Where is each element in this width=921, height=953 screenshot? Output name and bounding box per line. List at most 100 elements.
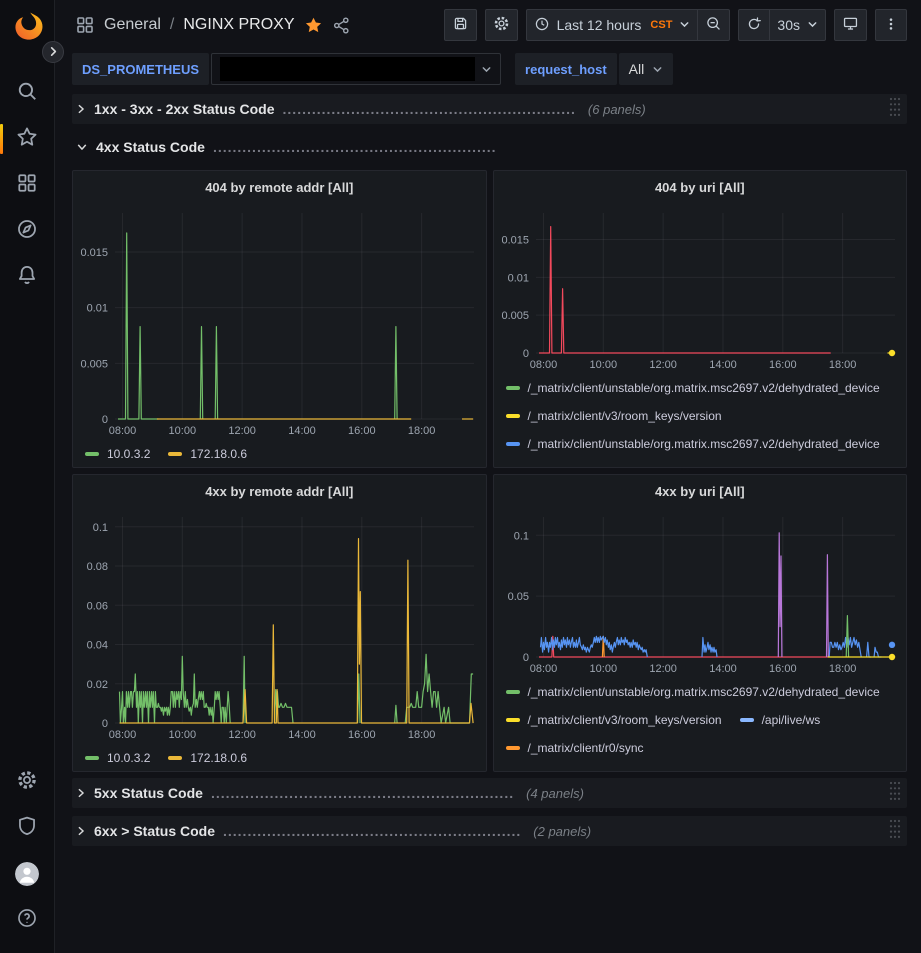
svg-text:12:00: 12:00 [649, 359, 677, 371]
svg-text:18:00: 18:00 [828, 359, 856, 371]
row-drag-handle[interactable] [889, 96, 901, 123]
legend-item[interactable]: /_matrix/client/unstable/org.matrix.msc2… [506, 762, 880, 771]
datasource-variable-select[interactable] [211, 53, 501, 85]
row-panel-count: (6 panels) [588, 102, 646, 117]
sidebar-item-starred[interactable] [0, 116, 55, 162]
legend-item[interactable]: /_matrix/client/unstable/org.matrix.msc2… [506, 678, 880, 706]
legend-item[interactable]: /_matrix/client/v3/room_keys/version [506, 402, 722, 430]
zoom-out-time-button[interactable] [698, 9, 730, 41]
legend-item[interactable]: 10.0.3.2 [85, 744, 150, 771]
chart-legend: /_matrix/client/unstable/org.matrix.msc2… [494, 373, 907, 467]
legend-label: /_matrix/client/unstable/org.matrix.msc2… [528, 769, 880, 771]
legend-item[interactable]: /sw.js [740, 458, 791, 467]
chevron-right-icon [48, 45, 59, 60]
svg-text:0: 0 [522, 652, 528, 664]
panel-title[interactable]: 404 by uri [All] [494, 171, 907, 203]
row-header-5xx[interactable]: 5xx Status Code ........................… [72, 778, 907, 808]
sidebar-item-configuration[interactable] [0, 759, 55, 805]
favorite-star-icon[interactable] [304, 16, 323, 35]
legend-item[interactable]: /_matrix/client/r0/sync [506, 734, 644, 762]
svg-text:16:00: 16:00 [769, 663, 797, 675]
svg-text:0.005: 0.005 [80, 358, 108, 370]
sidebar-item-dashboards[interactable] [0, 162, 55, 208]
svg-text:0.01: 0.01 [87, 303, 108, 315]
breadcrumb-dashboard-title[interactable]: NGINX PROXY [183, 16, 294, 34]
row-drag-handle[interactable] [889, 780, 901, 807]
legend-item[interactable]: /_matrix/client/unstable/org.matrix.msc2… [506, 430, 880, 458]
legend-item[interactable]: /_matrix/client/unstable/org.matrix.msc2… [506, 374, 880, 402]
sidebar-item-server-admin[interactable] [0, 805, 55, 851]
legend-label: /_matrix/client/v3/room_keys/version [528, 713, 722, 727]
row-header-1xx-3xx-2xx[interactable]: 1xx - 3xx - 2xx Status Code ............… [72, 94, 907, 124]
chart-legend: 10.0.3.2 172.18.0.6 [73, 439, 486, 467]
dashboards-grid-icon [16, 172, 38, 199]
shield-icon [16, 815, 38, 842]
request-host-variable-label[interactable]: request_host [515, 53, 617, 85]
sidebar-item-search[interactable] [0, 70, 55, 116]
chart-legend: /_matrix/client/unstable/org.matrix.msc2… [494, 677, 907, 771]
row-title-dots: ........................................… [213, 139, 497, 155]
legend-item[interactable]: 172.18.0.6 [168, 440, 247, 467]
request-host-value: All [629, 61, 645, 77]
sidebar-item-explore[interactable] [0, 208, 55, 254]
legend-item[interactable]: /api/live/ws [740, 706, 821, 734]
row-title: 1xx - 3xx - 2xx Status Code [94, 101, 275, 117]
gear-icon [493, 15, 510, 35]
refresh-dashboard-button[interactable] [738, 9, 770, 41]
breadcrumb-folder[interactable]: General [104, 16, 161, 34]
svg-text:14:00: 14:00 [288, 729, 316, 741]
refresh-interval-picker[interactable]: 30s [770, 9, 826, 41]
legend-item[interactable]: 172.18.0.6 [168, 744, 247, 771]
panel-title[interactable]: 404 by remote addr [All] [73, 171, 486, 203]
grafana-logo[interactable] [11, 10, 43, 42]
panel-title[interactable]: 4xx by remote addr [All] [73, 475, 486, 507]
legend-label: /_matrix/client/unstable/org.matrix.msc2… [528, 437, 880, 451]
timeseries-chart[interactable]: 08:0010:0012:0014:0016:0018:0000.0050.01… [73, 203, 486, 439]
chevron-right-icon [76, 787, 86, 799]
timeseries-chart[interactable]: 08:0010:0012:0014:0016:0018:0000.0050.01… [494, 203, 907, 373]
row-header-6xx[interactable]: 6xx > Status Code ......................… [72, 816, 907, 846]
chevron-down-icon [807, 17, 818, 33]
svg-text:0: 0 [102, 718, 108, 730]
svg-text:0.1: 0.1 [93, 522, 108, 534]
legend-swatch [506, 386, 520, 390]
dashboard-settings-button[interactable] [485, 9, 518, 41]
svg-text:18:00: 18:00 [828, 663, 856, 675]
timeseries-chart[interactable]: 08:0010:0012:0014:0016:0018:0000.050.1 [494, 507, 907, 677]
redacted-value [220, 57, 475, 81]
legend-item[interactable]: /_matrix/client/v3/room_keys/version [506, 458, 722, 467]
sidebar-item-alerting[interactable] [0, 254, 55, 300]
request-host-variable-select[interactable]: All [619, 53, 674, 85]
kebab-menu-button[interactable] [875, 9, 907, 41]
sidebar-expand-button[interactable] [42, 41, 64, 63]
svg-text:0.1: 0.1 [513, 530, 528, 542]
legend-label: 10.0.3.2 [107, 751, 150, 765]
legend-swatch [506, 414, 520, 418]
chevron-down-icon [481, 64, 492, 75]
svg-text:0.02: 0.02 [87, 679, 108, 691]
sidebar-item-help[interactable] [0, 897, 55, 943]
share-icon[interactable] [332, 16, 351, 35]
legend-item[interactable]: /_matrix/client/v3/room_keys/version [506, 706, 722, 734]
svg-text:08:00: 08:00 [109, 425, 137, 437]
legend-swatch [168, 452, 182, 456]
star-icon [16, 126, 38, 153]
svg-text:0.04: 0.04 [87, 640, 108, 652]
row-header-4xx[interactable]: 4xx Status Code ........................… [72, 132, 907, 162]
row-drag-handle[interactable] [889, 818, 901, 845]
save-dashboard-button[interactable] [444, 9, 477, 41]
tv-mode-button[interactable] [834, 9, 867, 41]
compass-icon [16, 218, 38, 245]
legend-item[interactable]: 10.0.3.2 [85, 440, 150, 467]
zoom-out-icon [705, 15, 722, 35]
panel-404-by-remote-addr: 404 by remote addr [All] 08:0010:0012:00… [72, 170, 487, 468]
time-range-picker[interactable]: Last 12 hours CST [526, 9, 699, 41]
search-icon [16, 80, 38, 107]
sidebar [0, 0, 55, 953]
sidebar-item-profile[interactable] [0, 851, 55, 897]
datasource-variable-label[interactable]: DS_PROMETHEUS [72, 53, 209, 85]
panel-title[interactable]: 4xx by uri [All] [494, 475, 907, 507]
svg-text:0.015: 0.015 [80, 247, 108, 259]
timeseries-chart[interactable]: 08:0010:0012:0014:0016:0018:0000.020.040… [73, 507, 486, 743]
svg-text:12:00: 12:00 [649, 663, 677, 675]
